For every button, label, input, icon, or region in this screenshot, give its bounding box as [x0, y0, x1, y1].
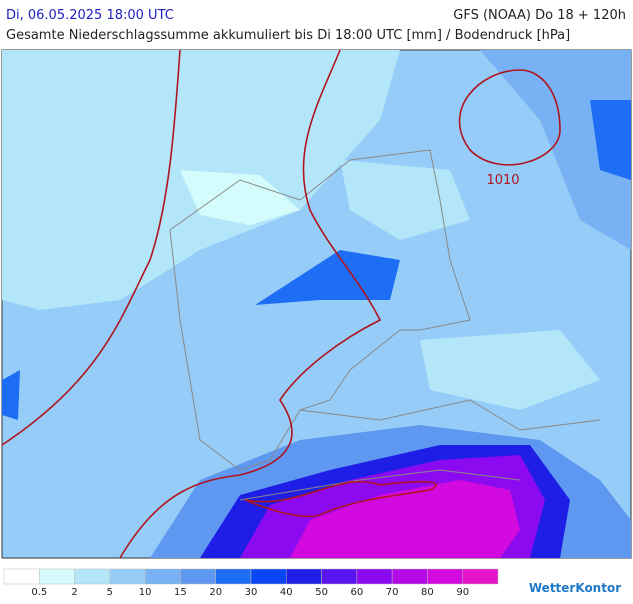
legend-label: 2	[71, 587, 77, 598]
light-area	[340, 160, 470, 240]
subtitle: Gesamte Niederschlagssumme akkumuliert b…	[6, 28, 570, 43]
legend-swatch	[462, 568, 499, 585]
legend-label: 5	[107, 587, 113, 598]
legend-swatch	[356, 568, 393, 585]
legend-label: 20	[209, 587, 222, 598]
legend-label: 40	[280, 587, 293, 598]
model-header: GFS (NOAA) Do 18 + 120h	[453, 8, 626, 23]
legend-swatch	[3, 568, 40, 585]
legend-swatch	[39, 568, 75, 585]
legend-label: 80	[421, 587, 434, 598]
isobars	[1, 49, 561, 559]
date-header: Di, 06.05.2025 18:00 UTC	[6, 8, 174, 23]
map: 1010	[1, 49, 632, 559]
isobar-label: 1010	[486, 173, 519, 188]
legend-label: 70	[386, 587, 399, 598]
borders	[169, 149, 601, 501]
legend-label: 10	[139, 587, 152, 598]
dark-area	[2, 370, 20, 420]
legend-swatch	[215, 568, 252, 585]
legend-label: 90	[456, 587, 469, 598]
legend-label: 0.5	[31, 587, 47, 598]
legend-swatch	[109, 568, 146, 585]
legend-label: 15	[174, 587, 187, 598]
heavy-area	[290, 480, 520, 558]
legend-swatch	[180, 568, 216, 585]
legend-swatch	[250, 568, 287, 585]
legend-swatch	[321, 568, 358, 585]
legend-swatch	[391, 568, 428, 585]
legend-swatch	[427, 568, 463, 585]
light-area	[420, 330, 600, 410]
legend-label: 60	[350, 587, 363, 598]
legend-swatch	[286, 568, 322, 585]
legend-label: 50	[315, 587, 328, 598]
legend-label: 30	[245, 587, 258, 598]
legend-swatch	[74, 568, 111, 585]
brand: WetterKontor	[529, 581, 621, 595]
dark-area	[590, 100, 631, 180]
legend-swatch	[144, 568, 181, 585]
legend: 0.5 2 5 10 15 20 30 40 50 60 70 80 90	[3, 568, 499, 598]
lightest-area	[180, 170, 300, 225]
